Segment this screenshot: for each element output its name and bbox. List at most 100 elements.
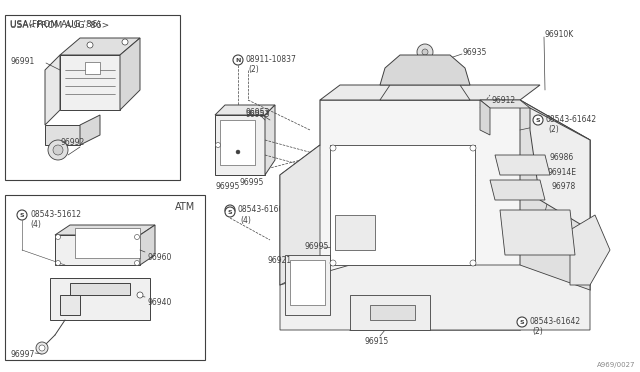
Polygon shape (140, 225, 155, 265)
Circle shape (330, 145, 336, 151)
Circle shape (134, 234, 140, 240)
Polygon shape (530, 108, 590, 230)
Polygon shape (45, 125, 80, 145)
Bar (220, 120, 255, 165)
Text: 96914E: 96914E (548, 168, 577, 177)
Polygon shape (55, 235, 140, 265)
Bar (85, 62, 100, 74)
Bar (5, 15, 180, 180)
Circle shape (236, 150, 240, 154)
Circle shape (422, 49, 428, 55)
Circle shape (87, 42, 93, 48)
Circle shape (216, 142, 221, 148)
Text: 08911-10837: 08911-10837 (246, 55, 297, 64)
Text: ATM: ATM (175, 202, 195, 212)
Text: (2): (2) (248, 65, 259, 74)
Text: 96978: 96978 (552, 182, 576, 191)
Text: 96953: 96953 (246, 108, 270, 117)
Circle shape (137, 292, 143, 298)
Text: 96992: 96992 (60, 138, 84, 147)
Polygon shape (480, 100, 530, 108)
Circle shape (533, 115, 543, 125)
Polygon shape (70, 283, 130, 295)
Text: S: S (228, 209, 232, 215)
Polygon shape (380, 85, 470, 100)
Text: USA⟨FROM AUG.'86⟩: USA⟨FROM AUG.'86⟩ (10, 20, 101, 29)
Text: (4): (4) (30, 220, 41, 229)
Text: 96921: 96921 (268, 256, 292, 265)
Text: 96991: 96991 (10, 57, 35, 66)
Text: 96912: 96912 (492, 96, 516, 105)
Polygon shape (280, 265, 590, 330)
Polygon shape (80, 115, 100, 145)
Text: (4): (4) (240, 216, 251, 225)
Polygon shape (350, 295, 430, 330)
Polygon shape (45, 55, 60, 125)
Text: USA<FROM AUG.'86>: USA<FROM AUG.'86> (10, 21, 109, 30)
Polygon shape (370, 305, 415, 320)
Bar (5, 195, 205, 360)
Text: N: N (236, 58, 241, 62)
Polygon shape (280, 100, 590, 330)
Bar (75, 228, 140, 258)
Circle shape (470, 260, 476, 266)
Text: 96910K: 96910K (545, 30, 574, 39)
Text: S: S (520, 320, 524, 324)
Circle shape (470, 145, 476, 151)
Polygon shape (120, 38, 140, 110)
Polygon shape (320, 85, 540, 100)
Polygon shape (60, 295, 80, 315)
Circle shape (39, 345, 45, 351)
Text: 96995: 96995 (215, 182, 239, 191)
Polygon shape (570, 215, 610, 285)
Circle shape (122, 39, 128, 45)
Text: 08543-61605: 08543-61605 (238, 205, 289, 214)
Text: 08543-61642: 08543-61642 (546, 115, 597, 124)
Polygon shape (495, 155, 550, 175)
Circle shape (233, 55, 243, 65)
Polygon shape (60, 55, 120, 110)
Text: 96960: 96960 (148, 253, 172, 262)
Circle shape (56, 234, 61, 240)
Polygon shape (480, 100, 490, 135)
Polygon shape (55, 225, 155, 235)
Circle shape (17, 210, 27, 220)
Polygon shape (520, 100, 590, 330)
Polygon shape (380, 55, 470, 85)
Circle shape (134, 260, 140, 266)
Circle shape (225, 207, 235, 217)
Text: 08543-51612: 08543-51612 (30, 210, 81, 219)
Circle shape (48, 140, 68, 160)
Circle shape (517, 317, 527, 327)
Text: 96995: 96995 (240, 178, 264, 187)
Text: 96997: 96997 (10, 350, 35, 359)
Text: (2): (2) (548, 125, 559, 134)
Text: (2): (2) (532, 327, 543, 336)
Circle shape (36, 342, 48, 354)
Polygon shape (285, 255, 330, 315)
Text: 96915: 96915 (365, 337, 389, 346)
Polygon shape (280, 145, 320, 285)
Polygon shape (500, 210, 575, 255)
Text: 96986: 96986 (550, 153, 574, 162)
Polygon shape (50, 278, 150, 320)
Text: 96940: 96940 (148, 298, 172, 307)
Text: 96995: 96995 (305, 242, 330, 251)
Text: S: S (536, 118, 540, 122)
Circle shape (56, 260, 61, 266)
Bar (290, 260, 325, 305)
Polygon shape (215, 115, 265, 175)
Polygon shape (60, 38, 140, 55)
Text: 96953: 96953 (246, 110, 270, 119)
Circle shape (330, 260, 336, 266)
Text: S: S (20, 212, 24, 218)
Polygon shape (490, 180, 545, 200)
Text: 08543-61642: 08543-61642 (530, 317, 581, 326)
Text: S: S (228, 208, 232, 212)
Bar (330, 145, 475, 265)
Polygon shape (335, 215, 375, 250)
Circle shape (417, 44, 433, 60)
Text: 96935: 96935 (463, 48, 488, 57)
Polygon shape (215, 105, 275, 115)
Polygon shape (265, 105, 275, 175)
